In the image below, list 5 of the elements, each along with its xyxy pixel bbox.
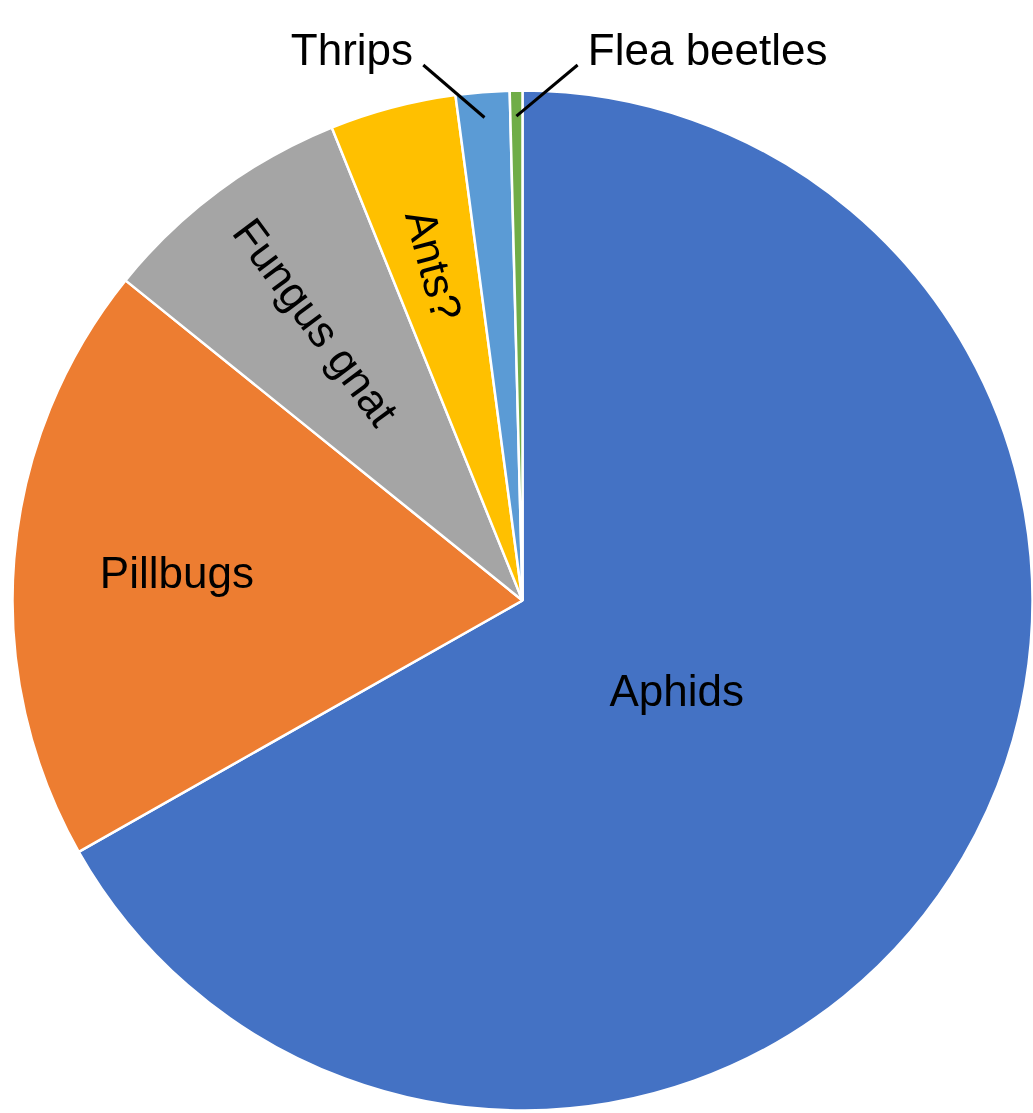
slice-label: Pillbugs: [99, 547, 254, 597]
slice-label: Flea beetles: [587, 25, 828, 75]
slice-label: Ants?: [396, 204, 473, 326]
slice-label: Aphids: [609, 665, 744, 715]
slice-label: Thrips: [290, 25, 414, 75]
